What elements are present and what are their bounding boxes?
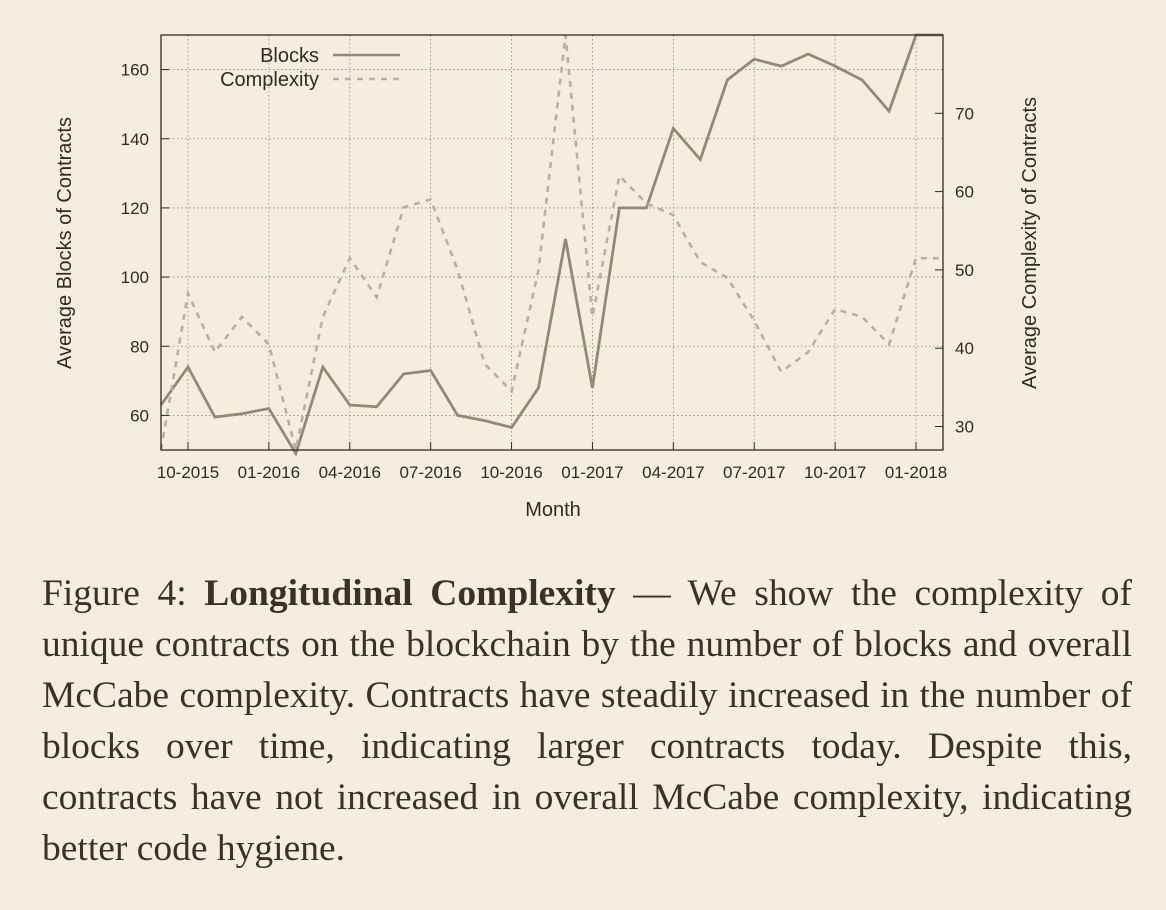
y-right-tick-label: 60 bbox=[955, 183, 974, 202]
y-right-tick-label: 70 bbox=[955, 104, 974, 123]
x-tick-label: 10-2016 bbox=[480, 463, 542, 482]
x-tick-label: 07-2017 bbox=[723, 463, 785, 482]
x-tick-label: 04-2016 bbox=[319, 463, 381, 482]
y-left-tick-label: 140 bbox=[121, 130, 149, 149]
caption-bold-title: Longitudinal Complexity bbox=[204, 573, 616, 614]
x-axis-title: Month bbox=[525, 499, 581, 521]
series-line-blocks bbox=[159, 33, 943, 457]
series-line-complexity bbox=[159, 34, 943, 451]
legend-label-blocks: Blocks bbox=[260, 45, 319, 67]
y-right-tick-label: 30 bbox=[955, 418, 974, 437]
y-left-tick-label: 60 bbox=[130, 406, 149, 425]
x-tick-label: 10-2015 bbox=[157, 463, 219, 482]
axis-ticks: 60 80 100 120 140 160 30 40 50 60 70 10-2015 01-2016… bbox=[121, 61, 974, 482]
y-right-tick-label: 50 bbox=[955, 261, 974, 280]
y-left-tick-label: 100 bbox=[121, 268, 149, 287]
x-tick-label: 01-2016 bbox=[238, 463, 300, 482]
grid bbox=[161, 35, 943, 450]
longitudinal-complexity-chart: 60 80 100 120 140 160 30 40 50 60 70 10-2015 01-2016… bbox=[54, 33, 1041, 521]
y-left-tick-label: 160 bbox=[121, 61, 149, 80]
x-tick-label: 04-2017 bbox=[642, 463, 704, 482]
plot-frame bbox=[160, 34, 944, 451]
chart-area: 60 80 100 120 140 160 30 40 50 60 70 10-2015 01-2016… bbox=[54, 33, 1041, 521]
y-axis-left-title: Average Blocks of Contracts bbox=[54, 117, 76, 369]
legend-label-complexity: Complexity bbox=[220, 69, 319, 91]
caption-prefix: Figure 4: bbox=[42, 573, 205, 614]
y-right-tick-label: 40 bbox=[955, 339, 974, 358]
y-left-tick-label: 120 bbox=[121, 199, 149, 218]
caption-body: — We show the complexity of unique contr… bbox=[42, 573, 1132, 869]
y-axis-right-title: Average Complexity of Contracts bbox=[1019, 97, 1041, 389]
x-tick-label: 10-2017 bbox=[804, 463, 866, 482]
x-tick-label: 01-2018 bbox=[885, 463, 947, 482]
series-group bbox=[159, 33, 943, 457]
y-left-tick-label: 80 bbox=[130, 337, 149, 356]
x-tick-label: 07-2016 bbox=[399, 463, 461, 482]
figure-caption: Figure 4: Longitudinal Complexity — We s… bbox=[42, 568, 1132, 874]
x-tick-label: 01-2017 bbox=[561, 463, 623, 482]
